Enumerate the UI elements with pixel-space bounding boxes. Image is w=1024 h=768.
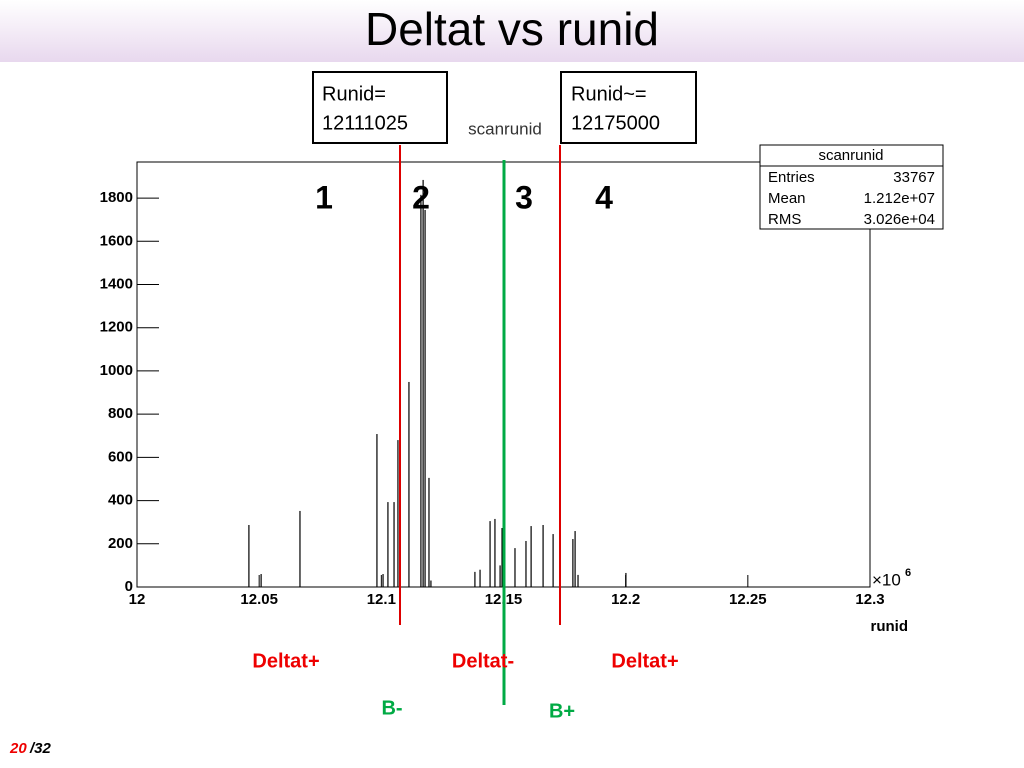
page-number: 20 bbox=[9, 740, 27, 757]
bar bbox=[474, 571, 476, 587]
note-text: Runid= bbox=[322, 83, 386, 105]
bar bbox=[382, 574, 384, 587]
note-text: 12175000 bbox=[571, 112, 660, 134]
bar bbox=[387, 502, 389, 587]
x-tick-label: 12.3 bbox=[855, 591, 884, 608]
x-tick-label: 12.1 bbox=[367, 591, 396, 608]
bar bbox=[501, 528, 503, 587]
stats-box bbox=[759, 144, 944, 230]
y-tick-label: 800 bbox=[108, 405, 133, 422]
stats-label: Mean bbox=[768, 190, 806, 207]
note-box bbox=[312, 71, 448, 144]
b-label: B+ bbox=[549, 700, 575, 722]
bar bbox=[552, 534, 554, 587]
x-scale-label: ×10 bbox=[872, 570, 901, 589]
bar bbox=[514, 548, 516, 587]
y-tick-label: 1200 bbox=[100, 319, 133, 336]
bar bbox=[393, 502, 395, 587]
y-tick-label: 200 bbox=[108, 535, 133, 552]
deltat-label: Deltat- bbox=[452, 650, 514, 672]
bar bbox=[260, 574, 262, 587]
bar bbox=[574, 531, 576, 587]
bar bbox=[525, 540, 527, 587]
bar bbox=[420, 194, 422, 587]
x-scale-exponent: 6 bbox=[905, 567, 911, 579]
bar bbox=[577, 574, 579, 587]
bar bbox=[542, 524, 544, 587]
stats-title: scanrunid bbox=[818, 147, 883, 164]
bar bbox=[625, 572, 627, 587]
title-band bbox=[0, 0, 1024, 62]
bar bbox=[428, 477, 430, 587]
x-axis-label: runid bbox=[871, 618, 909, 635]
stats-label: Entries bbox=[768, 169, 815, 186]
bar bbox=[408, 381, 410, 587]
hist-title: scanrunid bbox=[468, 119, 542, 138]
y-tick-label: 1000 bbox=[100, 362, 133, 379]
region-label: 3 bbox=[515, 179, 533, 215]
y-tick-label: 400 bbox=[108, 492, 133, 509]
y-tick-label: 600 bbox=[108, 448, 133, 465]
bar bbox=[572, 539, 574, 587]
note-text: Runid~= bbox=[571, 83, 647, 105]
b-label: B- bbox=[381, 697, 402, 719]
bar bbox=[422, 179, 424, 587]
x-tick-label: 12 bbox=[129, 591, 146, 608]
note-text: 12111025 bbox=[322, 112, 408, 134]
x-tick-label: 12.2 bbox=[611, 591, 640, 608]
stats-value: 3.026e+04 bbox=[864, 211, 935, 228]
bar bbox=[530, 526, 532, 587]
stats-label: RMS bbox=[768, 211, 801, 228]
bar bbox=[430, 580, 432, 587]
bar bbox=[494, 518, 496, 587]
note-box bbox=[560, 71, 697, 144]
bar bbox=[424, 209, 426, 588]
region-label: 2 bbox=[412, 179, 430, 215]
slide-title: Deltat vs runid bbox=[365, 3, 659, 55]
y-tick-label: 1400 bbox=[100, 275, 133, 292]
bar bbox=[299, 510, 301, 587]
page-total: /32 bbox=[29, 740, 52, 757]
region-label: 1 bbox=[315, 179, 333, 215]
stats-value: 1.212e+07 bbox=[864, 190, 935, 207]
region-label: 4 bbox=[595, 179, 613, 215]
deltat-label: Deltat+ bbox=[611, 650, 678, 672]
y-tick-label: 1800 bbox=[100, 189, 133, 206]
y-tick-label: 0 bbox=[125, 578, 133, 595]
bar bbox=[479, 569, 481, 587]
bar bbox=[376, 434, 378, 587]
bar bbox=[489, 521, 491, 587]
stats-value: 33767 bbox=[893, 169, 935, 186]
x-tick-label: 12.05 bbox=[240, 591, 278, 608]
deltat-label: Deltat+ bbox=[252, 650, 319, 672]
bar bbox=[397, 440, 399, 587]
x-tick-label: 12.25 bbox=[729, 591, 767, 608]
bar bbox=[499, 565, 501, 587]
bar bbox=[248, 524, 250, 587]
y-tick-label: 1600 bbox=[100, 232, 133, 249]
